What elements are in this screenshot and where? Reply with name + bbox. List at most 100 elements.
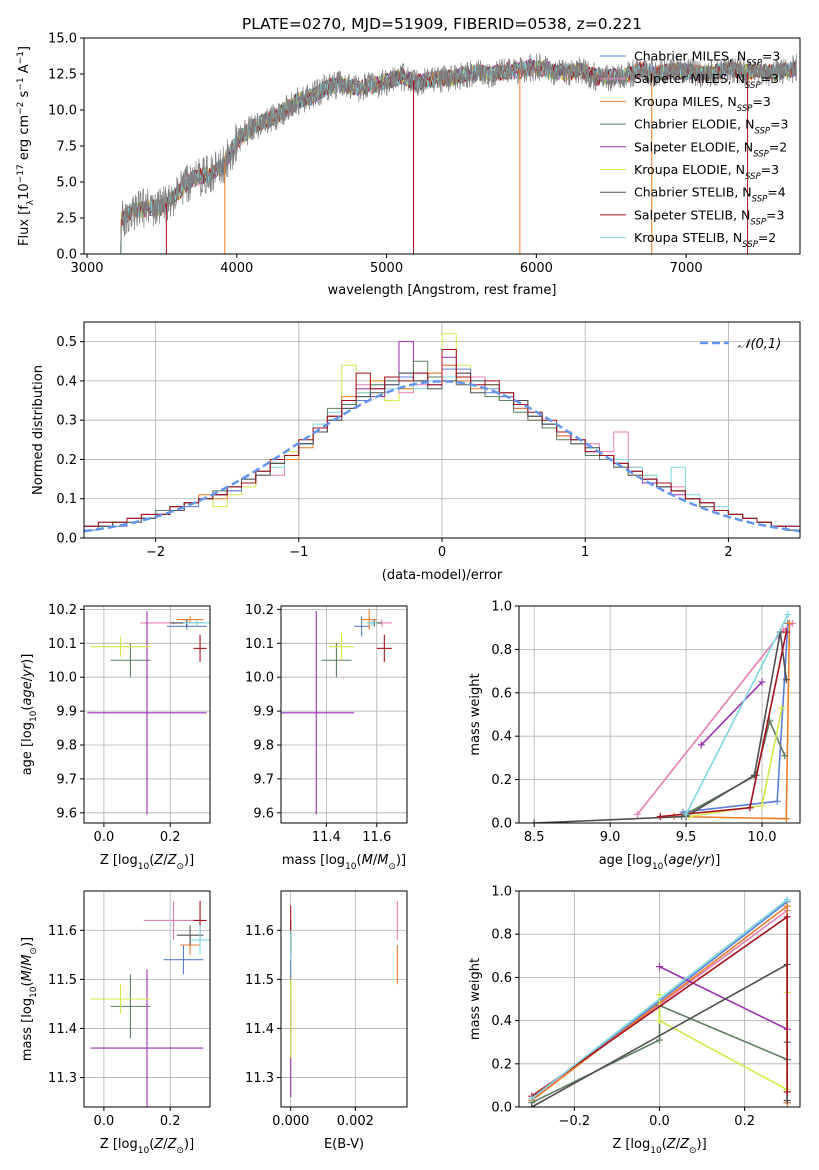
legend-label-text: Chabrier ELODIE, N xyxy=(634,117,754,132)
label-part: 10 xyxy=(138,1146,150,1156)
legend-label-count: =3 xyxy=(761,162,779,177)
plot-area xyxy=(87,611,210,815)
mass-weight-line xyxy=(658,992,788,1092)
legend-label: Chabrier ELODIE, NSSP=3 xyxy=(634,117,789,137)
errorbar-point xyxy=(176,925,204,945)
panel-mass_vs_Z: 0.0 0.211.311.411.511.6Z [log10(Z/Z⊙)]mas… xyxy=(20,890,211,1156)
x-tick-label: 11.6 xyxy=(362,830,391,845)
y-tick-label: 2.5 xyxy=(56,212,77,227)
legend-label-sub: SSP xyxy=(753,149,769,159)
x-axis-label: (data-model)/error xyxy=(382,568,503,583)
label-part: Z [log xyxy=(612,1137,650,1152)
label-part: wavelength [Angstrom, rest frame] xyxy=(328,283,557,298)
panel-weight_vs_age: 8.5 9.0 9.5 10.0 0.0 0.2 0.4 0.6 0.8 1.0 age [log1… xyxy=(468,600,801,872)
legend-label: Kroupa ELODIE, NSSP=3 xyxy=(634,162,779,182)
y-axis-label: mass [log10(M/M⊙)] xyxy=(20,937,39,1061)
x-tick-label: 9.5 xyxy=(676,830,697,845)
panels-group: 3000 4000 5000 6000 70000.02.55.07.510.012.5… xyxy=(16,32,801,1156)
y-tick-label: 0.4 xyxy=(56,374,77,389)
legend-label-count: =4 xyxy=(767,185,785,200)
x-tick-label: 0.0 xyxy=(94,1114,115,1129)
label-part: ( xyxy=(20,706,35,711)
legend-label: Salpeter STELIB, NSSP=3 xyxy=(634,207,784,227)
label-part: M xyxy=(377,853,388,868)
legend-label-sub: SSP xyxy=(742,240,758,250)
y-tick-label: 11.5 xyxy=(48,973,77,988)
x-tick-label: 11.4 xyxy=(312,830,341,845)
legend-label-count: =3 xyxy=(752,94,770,109)
plus-marker xyxy=(773,797,781,805)
label-part: ⊙ xyxy=(176,1146,184,1156)
y-tick-label: 11.3 xyxy=(245,1071,274,1086)
legend-label-sub: SSP xyxy=(746,59,762,69)
plus-marker xyxy=(633,810,641,818)
y-tick-label: 0.8 xyxy=(491,928,512,943)
x-tick-label: 8.5 xyxy=(524,830,545,845)
y-tick-label: 0.6 xyxy=(491,971,512,986)
x-tick-label: 0 xyxy=(438,545,446,560)
panel-mass_vs_ebv: 0.000 0.002 11.3 11.4 11.5 11.6 E(B-V) xyxy=(245,890,408,1152)
legend-label-sub: SSP xyxy=(750,217,766,227)
label-part: ( xyxy=(20,981,35,986)
errorbar-point xyxy=(110,643,151,678)
label-part: Flux [f xyxy=(17,205,32,246)
axes-frame xyxy=(280,605,408,824)
errorbar-point xyxy=(321,643,352,678)
plus-marker xyxy=(758,678,766,686)
plus-marker xyxy=(530,819,538,823)
plus-marker xyxy=(782,676,790,684)
label-part: 10 xyxy=(17,183,32,200)
label-part: A xyxy=(17,64,32,77)
legend-label: 𝒩(0,1) xyxy=(738,337,781,352)
figure-title: PLATE=0270, MJD=51909, FIBERID=0538, z=0… xyxy=(242,15,642,33)
errorbar-point xyxy=(183,619,210,627)
data-spectrum-line xyxy=(117,53,798,254)
x-axis-label: E(B-V) xyxy=(324,1137,364,1152)
label-part: Z xyxy=(153,853,164,868)
errorbar-point xyxy=(190,925,210,955)
label-part: −1 xyxy=(16,77,26,90)
label-part: M xyxy=(20,955,35,966)
x-tick-label: 0.000 xyxy=(272,1114,309,1129)
y-tick-label: 9.9 xyxy=(253,705,274,720)
legend-label-text: Kroupa MILES, N xyxy=(634,94,737,109)
plus-marker xyxy=(781,752,789,760)
legend-label-sub: SSP xyxy=(752,195,768,205)
mass-weight-line xyxy=(700,681,763,746)
y-tick-label: 0.1 xyxy=(56,492,77,507)
errorbar-point xyxy=(90,636,151,657)
plus-marker xyxy=(785,619,793,627)
x-tick-label: 1 xyxy=(581,545,589,560)
x-tick-label: 0.2 xyxy=(734,1114,755,1129)
mass-weight-line xyxy=(659,965,788,1030)
label-part: / xyxy=(20,676,35,681)
plus-marker xyxy=(656,812,664,820)
legend-label-count: =3 xyxy=(761,71,779,86)
label-part: / xyxy=(163,1137,168,1152)
x-tick-label: 9.0 xyxy=(600,830,621,845)
label-part: mass weight xyxy=(468,958,483,1040)
y-tick-label: 11.4 xyxy=(245,1022,274,1037)
label-part: yr xyxy=(696,853,712,868)
label-part: 10 xyxy=(138,862,150,872)
y-tick-label: 11.4 xyxy=(48,1022,77,1037)
plot-area xyxy=(90,900,210,1107)
plot-area xyxy=(84,333,800,538)
y-tick-label: 0.2 xyxy=(491,773,512,788)
label-part: age xyxy=(20,681,35,705)
legend-label-sub: SSP xyxy=(745,172,761,182)
label-part: Normed distribution xyxy=(31,365,46,495)
label-part: Z xyxy=(666,1137,677,1152)
label-part: 10 xyxy=(345,862,357,872)
legend-label-text: Kroupa STELIB, N xyxy=(634,230,742,245)
legend-label-count: =3 xyxy=(766,207,784,222)
label-part: ( xyxy=(357,853,362,868)
label-part: / xyxy=(163,853,168,868)
legend-label: Kroupa STELIB, NSSP=2 xyxy=(634,230,776,250)
errorbar-point xyxy=(87,611,207,815)
plus-marker xyxy=(783,1097,791,1105)
y-tick-label: 10.0 xyxy=(48,104,77,119)
y-tick-label: 1.0 xyxy=(491,600,512,615)
